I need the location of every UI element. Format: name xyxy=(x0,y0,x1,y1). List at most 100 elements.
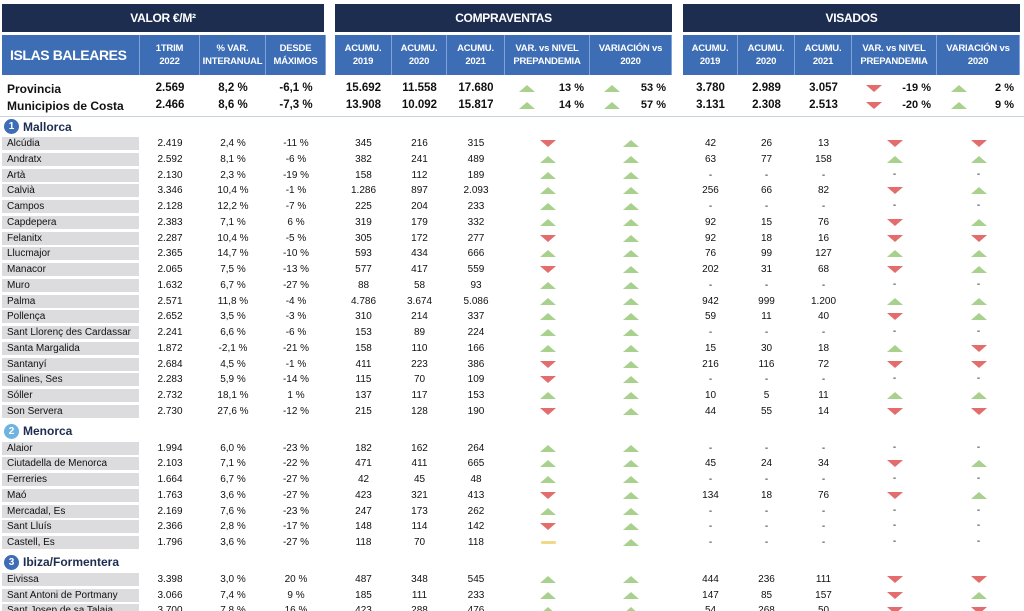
c4-up-arrow-icon xyxy=(539,592,556,599)
c4-up-arrow-icon xyxy=(539,298,556,305)
c5-up-arrow-icon xyxy=(623,460,639,467)
s4-down-arrow-icon xyxy=(886,235,903,242)
c4-up-arrow-icon xyxy=(539,250,556,257)
s5-up-arrow-icon xyxy=(970,250,987,257)
cell-s3: 14 xyxy=(817,406,830,417)
s5-no-data-dash: - xyxy=(976,326,981,337)
cell-c1: 4.786 xyxy=(350,296,377,307)
s5-down-arrow-icon xyxy=(970,235,987,242)
municipality-row: Sant Llorenç des Cardassar 2.241 6,6 % -6 %… xyxy=(0,326,1024,340)
cell-c1: 310 xyxy=(355,311,372,322)
cell-s3: 16 xyxy=(817,233,830,244)
cell-c3: 489 xyxy=(467,154,485,165)
c5-up-arrow-icon xyxy=(623,203,639,210)
s5-down-arrow-icon xyxy=(970,345,987,352)
cell-s1: 42 xyxy=(704,138,717,149)
summary-name: Municipios de Costa xyxy=(7,99,124,113)
visados-header: VISADOS xyxy=(683,4,1020,32)
municipality-row: Alaior 1.994 6,0 % -23 % 182 162 264 - - - - - xyxy=(0,442,1024,456)
cell-c2: 3.674 xyxy=(406,296,433,307)
municipality-row: Sant Josep de sa Talaia 3.700 7,8 % 16 % 423… xyxy=(0,604,1024,611)
s5-down-arrow-icon xyxy=(970,607,987,611)
cell-c3: 476 xyxy=(467,605,485,611)
cell-s2: 15 xyxy=(760,217,773,228)
cell-c1: 423 xyxy=(355,490,372,501)
s5-up-arrow-icon xyxy=(970,592,987,599)
c4-up-arrow-icon xyxy=(539,392,556,399)
cell-v3: -7 % xyxy=(285,201,307,212)
cell-s1: 10 xyxy=(704,390,717,401)
cell-c1: 185 xyxy=(355,590,372,601)
valor-subheader-3: DESDE MÁXIMOS xyxy=(266,35,326,75)
s5-up-arrow-icon xyxy=(970,156,987,163)
s5-no-data-dash: - xyxy=(976,200,981,211)
municipality-row: Muro 1.632 6,7 % -27 % 88 58 93 - - - - - xyxy=(0,279,1024,293)
cell-v3: -12 % xyxy=(282,406,310,417)
municipality-name: Calvià xyxy=(2,184,139,197)
cell-v3: 6 % xyxy=(287,217,305,228)
cell-v1: 2.365 xyxy=(157,248,183,259)
summary-c3: 17.680 xyxy=(458,82,494,94)
cell-v1: 3.398 xyxy=(157,574,183,585)
s4-no-data-dash: - xyxy=(892,200,897,211)
s5-no-data-dash: - xyxy=(976,520,981,531)
cell-c1: 118 xyxy=(355,537,372,548)
cell-s2: - xyxy=(764,521,769,532)
compraventas-subheader-4: VAR. vs NIVEL PREPANDEMIA xyxy=(505,35,590,75)
cell-v3: 20 % xyxy=(284,574,308,585)
cell-v3: -19 % xyxy=(282,170,310,181)
cell-s1: 147 xyxy=(702,590,719,601)
cell-c1: 115 xyxy=(355,374,372,385)
cell-c1: 182 xyxy=(355,443,372,454)
cell-v2: 18,1 % xyxy=(217,390,249,401)
s4-down-arrow-icon xyxy=(886,460,903,467)
cell-v1: 1.763 xyxy=(157,490,183,501)
s4-down-arrow-icon xyxy=(886,592,903,599)
s4-down-arrow-icon xyxy=(886,607,903,611)
summary-v3: -6,1 % xyxy=(279,82,313,94)
summary-s5-up-arrow-icon xyxy=(951,85,967,92)
cell-v1: 2.169 xyxy=(157,506,183,517)
s4-up-arrow-icon xyxy=(886,250,903,257)
c4-down-arrow-icon xyxy=(539,408,556,415)
cell-c3: 224 xyxy=(467,327,485,338)
cell-c2: 321 xyxy=(411,490,428,501)
cell-s3: 40 xyxy=(817,311,830,322)
cell-v2: 6,7 % xyxy=(220,474,246,485)
cell-v2: 12,2 % xyxy=(217,201,249,212)
c5-up-arrow-icon xyxy=(623,313,639,320)
c4-flat-bar-icon xyxy=(540,541,556,544)
c5-up-arrow-icon xyxy=(623,408,639,415)
summary-s4v: -20 % xyxy=(902,99,931,111)
s4-down-arrow-icon xyxy=(886,408,903,415)
cell-v1: 3.346 xyxy=(157,185,183,196)
cell-c1: 158 xyxy=(355,170,372,181)
summary-c5-up-arrow-icon xyxy=(604,102,620,109)
municipality-row: Campos 2.128 12,2 % -7 % 225 204 233 - - - - - xyxy=(0,200,1024,214)
cell-v1: 2.652 xyxy=(157,311,183,322)
s4-down-arrow-icon xyxy=(886,576,903,583)
visados-subheader-2: ACUMU. 2020 xyxy=(738,35,795,75)
cell-c3: 262 xyxy=(467,506,485,517)
cell-v2: 2,3 % xyxy=(220,170,246,181)
cell-v2: 10,4 % xyxy=(217,233,249,244)
cell-c2: 110 xyxy=(411,343,428,354)
c5-up-arrow-icon xyxy=(623,392,639,399)
cell-s3: - xyxy=(821,521,826,532)
summary-c2: 11.558 xyxy=(402,82,437,94)
summary-c3: 15.817 xyxy=(458,99,494,111)
summary-c4v: 14 % xyxy=(558,99,584,111)
cell-c2: 223 xyxy=(411,359,428,370)
cell-v3: 1 % xyxy=(287,390,305,401)
summary-c4-up-arrow-icon xyxy=(519,102,535,109)
municipality-name: Sóller xyxy=(2,389,139,402)
cell-v1: 2.065 xyxy=(157,264,183,275)
municipality-name: Capdepera xyxy=(2,216,139,229)
summary-s1: 3.780 xyxy=(696,82,725,94)
cell-s1: 44 xyxy=(704,406,717,417)
municipality-row: Llucmajor 2.365 14,7 % -10 % 593 434 666 76 99 12… xyxy=(0,247,1024,261)
municipality-name: Llucmajor xyxy=(2,247,139,260)
cell-v1: 2.732 xyxy=(157,390,183,401)
section-title: Mallorca xyxy=(23,119,72,134)
cell-s1: 134 xyxy=(702,490,719,501)
